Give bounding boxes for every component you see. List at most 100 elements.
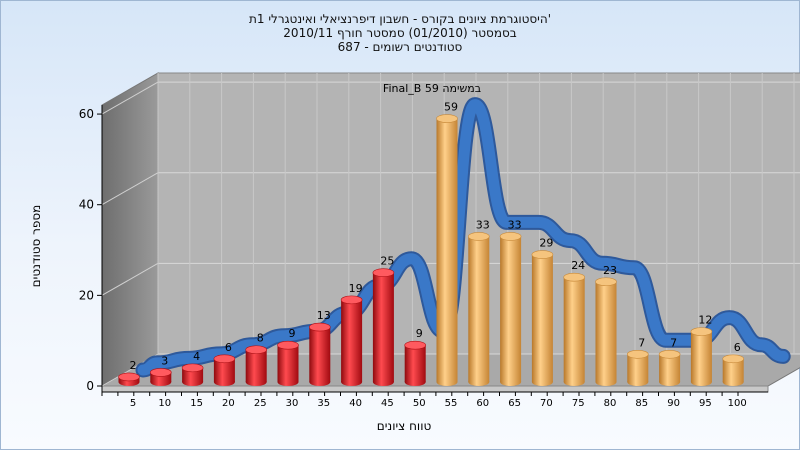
y-axis-title: מספר סטודנטים bbox=[29, 205, 43, 288]
bar-body-95 bbox=[690, 331, 712, 382]
bar-base-65 bbox=[500, 378, 522, 386]
bar-body-45 bbox=[372, 272, 394, 382]
bar-cap-15 bbox=[181, 363, 204, 373]
bar-body-20 bbox=[213, 358, 235, 382]
bar-body-40 bbox=[341, 299, 363, 382]
gridline-left-20 bbox=[101, 262, 159, 296]
bar-body-70 bbox=[531, 254, 553, 382]
data-label-20: 6 bbox=[225, 341, 232, 354]
left-wall bbox=[101, 72, 159, 387]
data-label-10: 3 bbox=[161, 354, 168, 367]
bar-70 bbox=[531, 250, 554, 386]
bar-base-75 bbox=[563, 378, 585, 386]
bar-body-35 bbox=[309, 327, 331, 382]
ytick-label-20: 20 bbox=[79, 288, 94, 302]
bar-cap-75 bbox=[563, 272, 586, 282]
bar-90 bbox=[658, 349, 681, 386]
bar-cap-85 bbox=[626, 349, 649, 359]
bar-cap-95 bbox=[690, 327, 713, 336]
bar-cap-35 bbox=[308, 322, 331, 332]
xtick-label-95: 95 bbox=[699, 398, 712, 409]
xtick-label-90: 90 bbox=[667, 398, 680, 409]
gridline-left-60 bbox=[101, 81, 159, 115]
bar-cap-45 bbox=[372, 268, 395, 277]
bar-base-95 bbox=[690, 378, 712, 386]
bar-cap-90 bbox=[658, 349, 681, 359]
bar-base-30 bbox=[277, 378, 299, 386]
bar-body-55 bbox=[436, 118, 458, 382]
ytick-label-0: 0 bbox=[86, 379, 94, 393]
bar-80 bbox=[595, 277, 617, 386]
bar-body-30 bbox=[277, 345, 299, 382]
bar-body-90 bbox=[659, 354, 681, 382]
bar-body-60 bbox=[468, 236, 490, 382]
xtick-label-40: 40 bbox=[349, 398, 362, 409]
bar-cap-100 bbox=[722, 354, 745, 364]
bar-body-25 bbox=[245, 349, 267, 382]
data-label-50: 9 bbox=[416, 327, 423, 340]
bar-body-65 bbox=[500, 236, 522, 382]
xtick-label-80: 80 bbox=[604, 398, 617, 409]
bar-body-85 bbox=[627, 354, 649, 382]
curve-label: Final_B במשימה 59 bbox=[383, 82, 481, 95]
bar-base-50 bbox=[404, 378, 426, 386]
data-label-35: 13 bbox=[317, 309, 331, 322]
bar-60 bbox=[467, 232, 490, 386]
bar-base-90 bbox=[659, 378, 681, 386]
bar-55 bbox=[436, 114, 458, 386]
bar-base-100 bbox=[722, 378, 744, 386]
bar-35 bbox=[308, 322, 331, 386]
xtick-label-85: 85 bbox=[635, 398, 648, 409]
bar-50 bbox=[404, 340, 427, 386]
data-label-65: 33 bbox=[508, 218, 522, 231]
bar-base-40 bbox=[341, 378, 363, 386]
data-label-15: 4 bbox=[193, 350, 200, 363]
bar-65 bbox=[499, 232, 522, 386]
data-label-30: 9 bbox=[289, 327, 296, 340]
bar-cap-55 bbox=[436, 114, 458, 123]
distribution-curve bbox=[137, 99, 789, 376]
bar-base-60 bbox=[468, 378, 490, 386]
bar-base-85 bbox=[627, 378, 649, 386]
data-label-25: 8 bbox=[257, 332, 264, 345]
data-label-5: 2 bbox=[130, 359, 137, 372]
bar-base-15 bbox=[182, 378, 204, 386]
bar-cap-25 bbox=[245, 345, 268, 355]
data-label-90: 7 bbox=[670, 336, 677, 349]
bar-85 bbox=[626, 349, 649, 386]
data-label-40: 19 bbox=[349, 282, 363, 295]
bar-body-80 bbox=[595, 281, 617, 382]
bar-cap-60 bbox=[467, 232, 490, 241]
bar-base-20 bbox=[213, 378, 235, 386]
x-axis-title: טווח ציונים bbox=[377, 419, 432, 433]
bar-100 bbox=[722, 354, 745, 386]
bar-95 bbox=[690, 327, 713, 386]
xtick-label-70: 70 bbox=[540, 398, 553, 409]
bar-base-10 bbox=[150, 378, 172, 386]
xtick-label-10: 10 bbox=[158, 398, 171, 409]
bar-body-100 bbox=[722, 358, 744, 382]
xtick-label-45: 45 bbox=[381, 398, 394, 409]
bar-15 bbox=[181, 363, 204, 386]
xtick-label-5: 5 bbox=[130, 398, 136, 409]
data-label-85: 7 bbox=[638, 336, 645, 349]
chart-title-line-1: היסטוגרמת ציונים בקורס - חשבון דיפרנציאל… bbox=[248, 12, 552, 26]
bar-cap-10 bbox=[150, 368, 172, 377]
chart-title-line-2: בסמסטר (01/2010) סמסטר חורף 2010/11 bbox=[283, 26, 517, 40]
bar-cap-80 bbox=[595, 277, 617, 287]
xtick-label-20: 20 bbox=[222, 398, 235, 409]
floor-edge bbox=[101, 385, 769, 393]
xtick-label-15: 15 bbox=[190, 398, 203, 409]
bar-10 bbox=[150, 368, 172, 386]
bar-cap-5 bbox=[118, 372, 140, 382]
data-label-80: 23 bbox=[603, 264, 617, 277]
bar-base-55 bbox=[436, 378, 458, 386]
ytick-label-40: 40 bbox=[79, 198, 94, 212]
xtick-label-60: 60 bbox=[476, 398, 489, 409]
data-label-55: 59 bbox=[444, 101, 458, 114]
xtick-label-25: 25 bbox=[254, 398, 267, 409]
bar-75 bbox=[563, 272, 586, 386]
bar-5 bbox=[118, 372, 140, 386]
bar-base-70 bbox=[531, 378, 553, 386]
